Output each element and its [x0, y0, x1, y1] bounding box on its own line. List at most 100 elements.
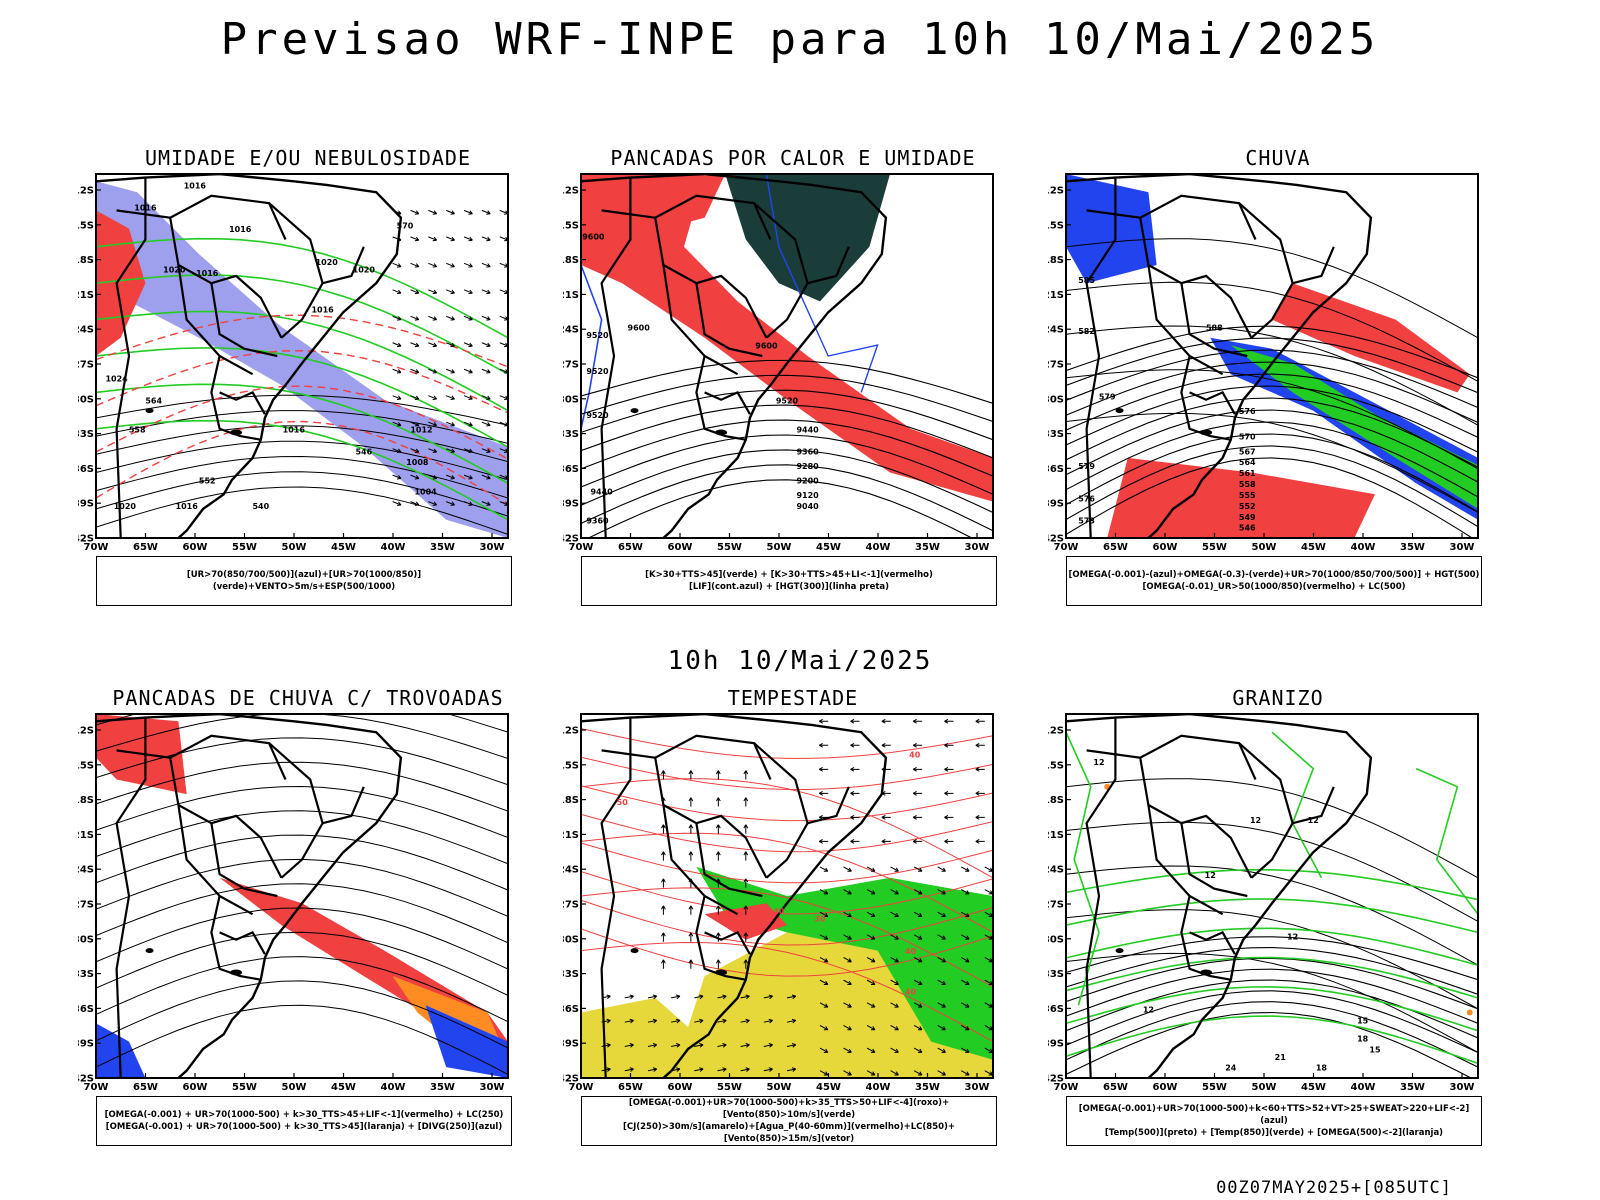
lat-label: 12S [78, 726, 94, 737]
wind-vector [937, 889, 946, 895]
lat-label: 33S [563, 429, 579, 440]
streamline-850 [581, 728, 993, 759]
temp500-contour [1066, 865, 1478, 966]
wind-arrow [463, 474, 473, 480]
map-layers: 1016 1016 1016 1016 1020 1020 1016 1020 1024 1016… [96, 174, 508, 538]
height-contour [581, 389, 993, 441]
wind-arrow [463, 342, 473, 348]
contour-label: 12 [1143, 1005, 1154, 1014]
lon-label: 30W [965, 542, 990, 553]
panel-heat-showers: PANCADAS POR CALOR E UMIDADE 9600 9520 960… [563, 146, 1023, 616]
wind-vector [694, 994, 704, 1000]
contour-label: 9040 [796, 502, 819, 511]
wind-vector [913, 889, 923, 895]
wind-vector [715, 824, 721, 834]
wind-vector [818, 839, 829, 844]
lat-label: 27S [78, 900, 94, 911]
wind-vector [743, 851, 749, 861]
contour-label: 570 [397, 222, 414, 231]
storm-map: 40 50 40 30 40 40 12S 15S 18S 21S 24S 27S 30S 33S 36S 3… [563, 713, 994, 1093]
humid-contour [96, 347, 508, 448]
border-line [600, 177, 632, 538]
lat-label: 27S [563, 900, 579, 911]
wind-vector [944, 839, 954, 844]
contour-label: 12 [1250, 816, 1261, 825]
panel-storm: TEMPESTADE 40 50 40 30 40 40 12S 15S 18S 21S 24S 27… [563, 686, 1023, 1156]
contour-label: 1020 [114, 502, 137, 511]
wind-vector [913, 911, 923, 918]
wind-vector [890, 1024, 899, 1031]
border-line [219, 390, 266, 415]
wind-vector [688, 851, 694, 861]
lon-label: 50W [282, 1082, 307, 1093]
contour-label: 546 [1239, 524, 1256, 533]
wind-vector [786, 1018, 797, 1024]
border-line [807, 786, 850, 825]
lat-label: 12S [563, 186, 579, 197]
humid-contour [96, 274, 508, 375]
border-line [1189, 390, 1236, 415]
wind-vector [912, 766, 923, 772]
wind-vector [661, 878, 666, 888]
contour-label: 12 [1308, 816, 1319, 825]
wind-arrow [428, 342, 438, 348]
contour-label: 576 [1078, 495, 1095, 504]
panel-legend: [UR>70(850/700/500)](azul)+[UR>70(1000/8… [96, 556, 512, 606]
lake-marker [230, 429, 243, 436]
lon-label: 65W [618, 1082, 643, 1093]
wind-arrow [410, 236, 420, 242]
wind-arrow [481, 315, 491, 321]
wind-vector [694, 1018, 704, 1024]
map-frame [1065, 173, 1479, 539]
wind-arrow [463, 315, 473, 321]
wind-vector [960, 1024, 970, 1031]
wind-vector [960, 889, 970, 895]
panel-legend: [OMEGA(-0.001)+UR>70(1000-500)+k>35_TTS>… [581, 1096, 997, 1146]
lat-label: 24S [78, 865, 94, 876]
temp850-contour [1271, 731, 1323, 879]
lat-label: 33S [78, 969, 94, 980]
streamline-850 [581, 928, 993, 977]
legend-line: [Temp(500)](preto) + [Temp(850)](verde) … [1104, 1128, 1444, 1138]
lat-label: 36S [1048, 1004, 1064, 1015]
map-frame [95, 713, 509, 1079]
wind-vector [661, 851, 666, 861]
lat-label: 42S [563, 1074, 579, 1085]
streamline-850 [581, 785, 993, 822]
map-frame [1065, 713, 1479, 1079]
lat-label: 39S [1048, 499, 1064, 510]
lat-label: 36S [78, 464, 94, 475]
lat-label: 30S [1048, 394, 1064, 405]
wind-vector [819, 934, 829, 940]
wind-arrow [481, 501, 491, 506]
temp500-contour [1066, 952, 1478, 1053]
contour-label: 1016 [176, 502, 199, 511]
border-line [753, 742, 809, 879]
wind-vector [715, 905, 721, 915]
streamline [96, 810, 508, 865]
contour-label: 24 [1225, 1064, 1237, 1073]
wind-vector [763, 1043, 773, 1048]
wind-vector [661, 932, 666, 942]
lat-label: 15S [78, 220, 94, 231]
wind-arrow [499, 342, 508, 348]
omega-orange-spot [1466, 1009, 1473, 1016]
lake-marker [630, 408, 639, 414]
height-contour [1066, 457, 1474, 538]
unstable-red-area [630, 174, 726, 229]
border-line [1086, 194, 1257, 240]
hail-map: 12121212121215182124151812S15S18S21S24S2… [1048, 713, 1479, 1093]
height-contour [1066, 397, 1478, 468]
thunderstorm-showers-map: 12S 15S 18S 21S 24S 27S 30S 33S 36S 39S 42S70W 65W 6… [78, 713, 509, 1093]
wind-vector [688, 770, 694, 780]
lat-label: 18S [1048, 255, 1064, 266]
contour-label: 40 [909, 751, 921, 760]
wind-arrow [428, 289, 438, 295]
streamline [1066, 238, 1478, 339]
wind-vector [866, 934, 876, 940]
lon-label: 65W [1103, 1082, 1128, 1093]
wind-vector [671, 1018, 681, 1024]
lon-label: 70W [569, 1082, 594, 1093]
wind-arrow [446, 315, 455, 321]
streamline [96, 956, 508, 1023]
